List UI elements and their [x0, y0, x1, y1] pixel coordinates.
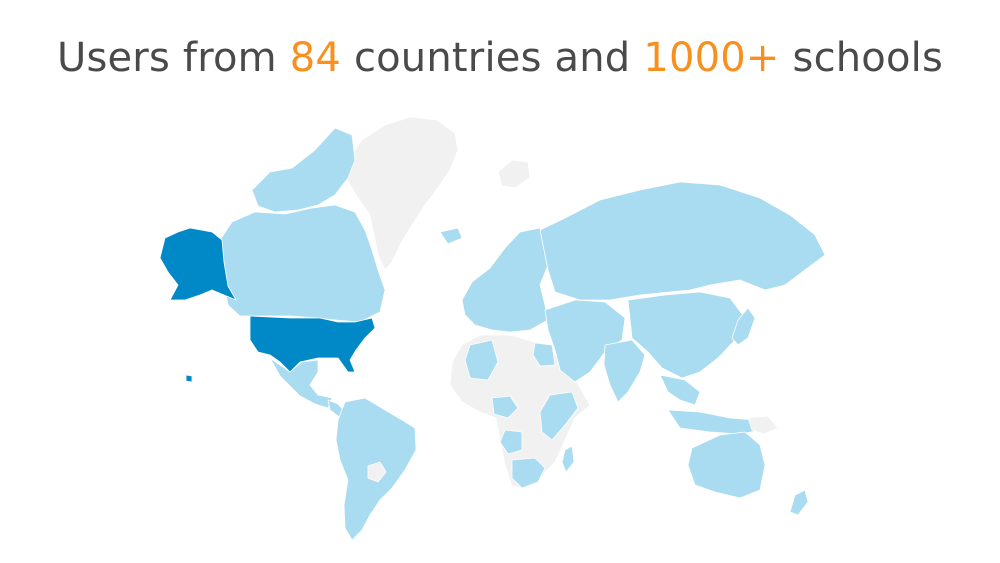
world-map-svg: [159, 116, 826, 541]
region-canada-arctic: [251, 127, 356, 213]
headline-prefix: Users from: [56, 35, 290, 81]
region-algeria: [464, 339, 499, 381]
headline-middle: countries and: [341, 35, 644, 81]
region-iceland: [439, 227, 463, 245]
region-australia: [687, 431, 766, 499]
region-europe: [461, 227, 551, 333]
world-map: [140, 110, 830, 550]
region-svalbard: [497, 159, 531, 189]
region-papua-new-guinea: [747, 415, 779, 435]
region-hawaii: [185, 374, 193, 383]
region-indonesia: [667, 409, 763, 435]
headline-suffix: schools: [779, 35, 944, 81]
region-east-africa: [539, 391, 579, 441]
region-southeast-asia: [659, 374, 701, 406]
region-egypt: [532, 342, 556, 367]
region-madagascar: [561, 445, 575, 473]
region-mexico: [269, 357, 333, 409]
region-middle-east: [544, 299, 626, 383]
region-paraguay: [367, 461, 387, 483]
region-greenland: [346, 116, 459, 271]
region-canada: [219, 204, 386, 323]
region-south-africa: [511, 457, 546, 489]
region-russia: [539, 181, 826, 301]
region-india: [603, 339, 646, 403]
region-usa: [249, 315, 376, 373]
headline: Users from 84 countries and 1000+ school…: [0, 28, 1000, 88]
region-angola: [499, 429, 523, 455]
region-new-zealand: [789, 489, 809, 516]
region-alaska: [159, 227, 237, 301]
schools-count: 1000+: [643, 35, 780, 81]
region-japan: [731, 307, 756, 346]
countries-count: 84: [289, 35, 342, 81]
region-china: [627, 291, 746, 379]
region-west-africa: [491, 395, 519, 419]
